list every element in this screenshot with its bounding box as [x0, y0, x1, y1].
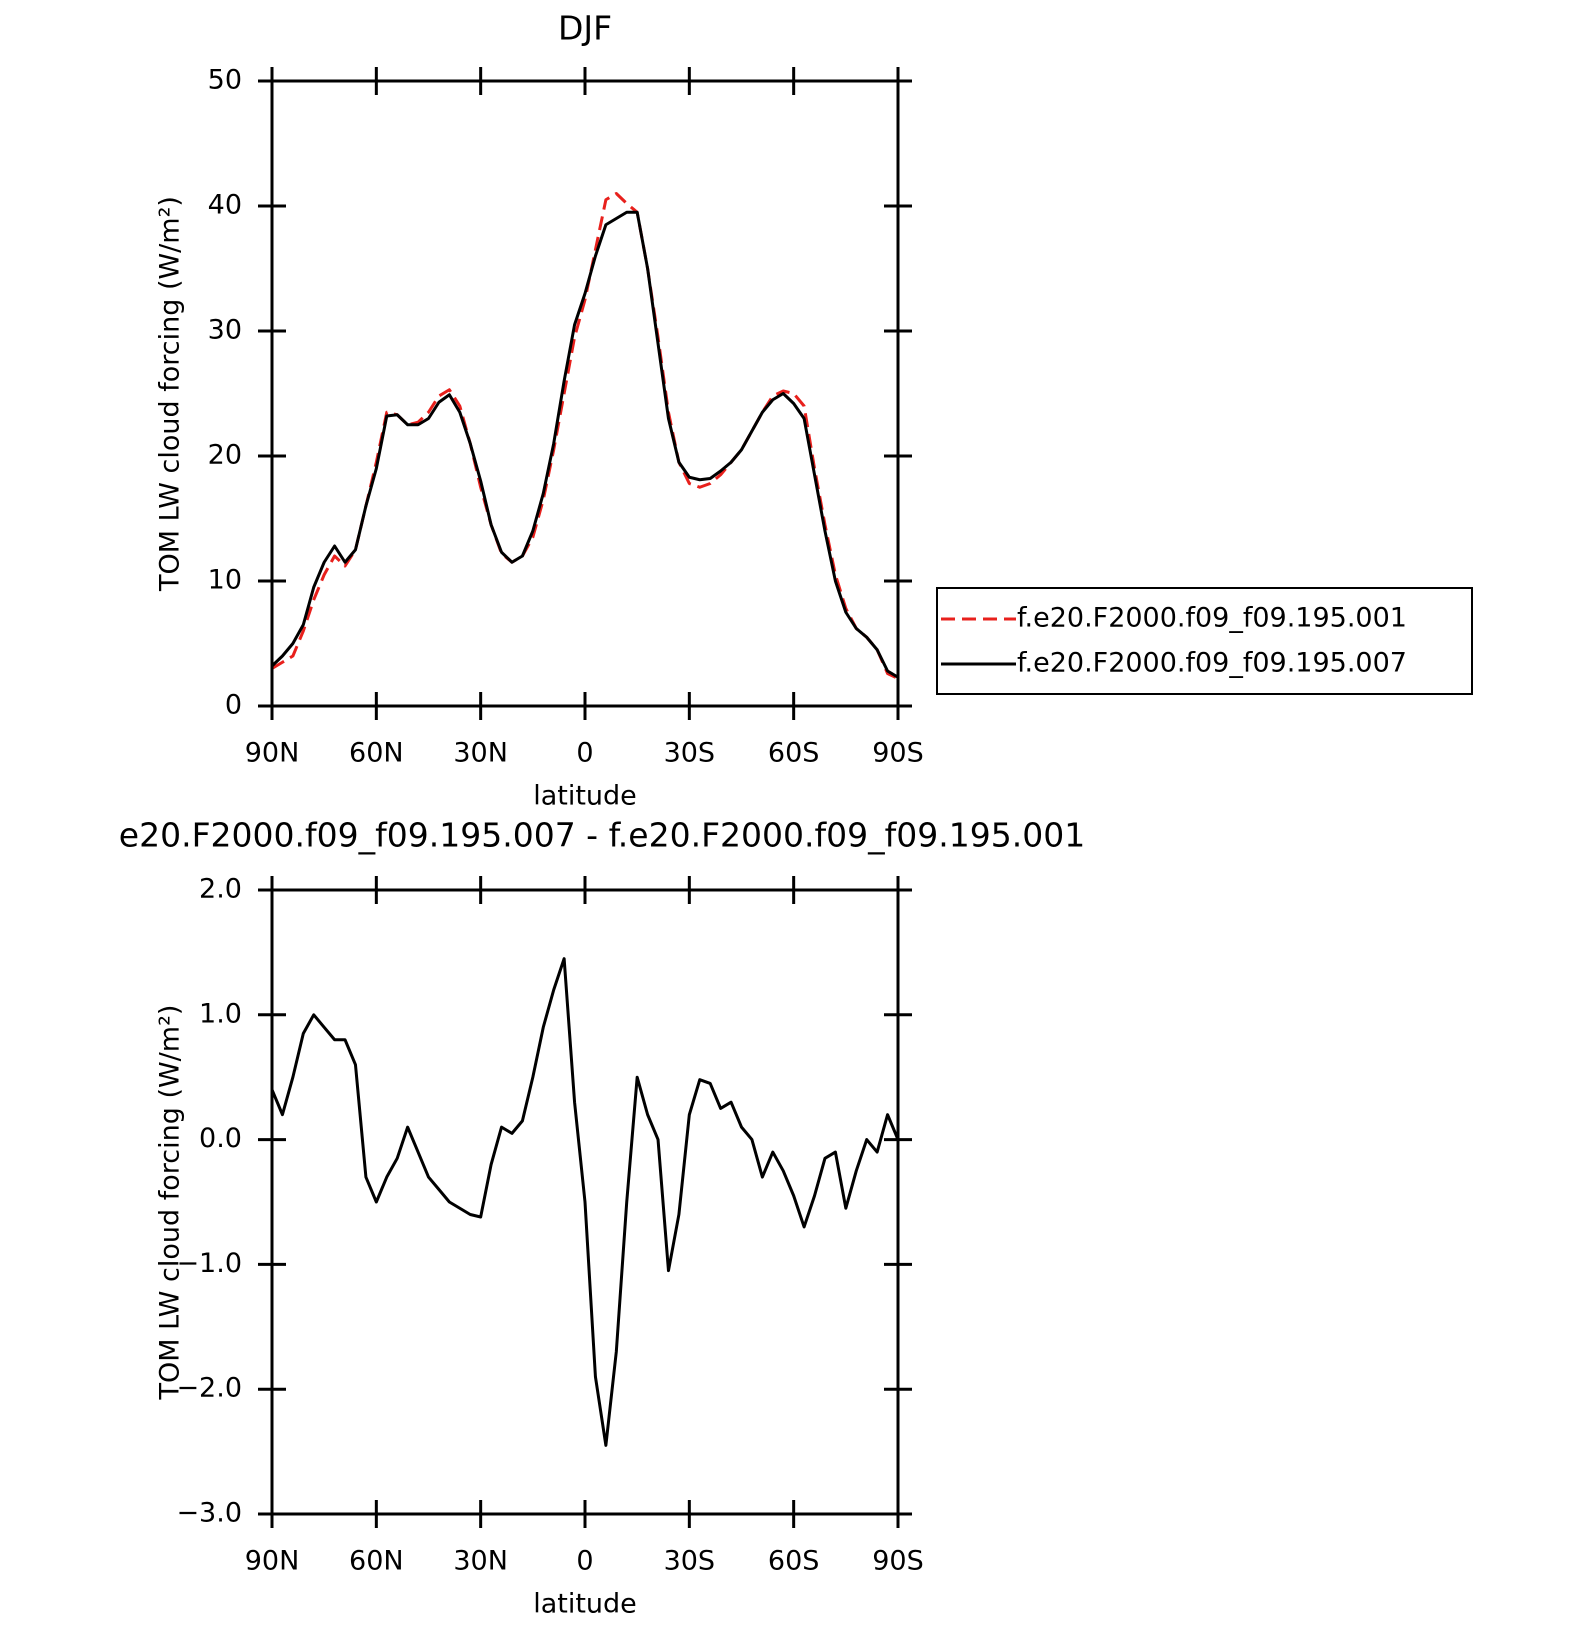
y-tick-label: 40: [208, 190, 242, 221]
x-tick-label: 60S: [768, 1546, 820, 1577]
x-tick-label: 30N: [453, 738, 508, 769]
y-tick-label: 2.0: [199, 874, 242, 905]
x-tick-label: 90N: [245, 738, 300, 769]
y-tick-label: −2.0: [176, 1373, 242, 1404]
y-axis-label: TOM LW cloud forcing (W/m²): [155, 1005, 186, 1401]
x-tick-label: 60S: [768, 738, 820, 769]
x-tick-label: 60N: [349, 1546, 404, 1577]
x-tick-label: 90S: [872, 1546, 924, 1577]
y-tick-label: 1.0: [199, 998, 242, 1029]
chart-title: e20.F2000.f09_f09.195.007 - f.e20.F2000.…: [119, 816, 1085, 855]
chart-title: DJF: [558, 9, 612, 48]
plot-frame: [270, 79, 900, 708]
y-tick-label: 10: [208, 565, 242, 596]
x-tick-label: 90N: [245, 1546, 300, 1577]
y-tick-label: 50: [208, 65, 242, 96]
x-tick-label: 0: [576, 1546, 593, 1577]
legend-box: [936, 587, 1473, 695]
y-axis-label: TOM LW cloud forcing (W/m²): [155, 196, 186, 592]
legend-label: f.e20.F2000.f09_f09.195.007: [1017, 648, 1407, 679]
x-tick-label: 60N: [349, 738, 404, 769]
x-tick-label: 0: [576, 738, 593, 769]
data-line: [271, 192, 899, 680]
data-line: [270, 957, 900, 1447]
x-tick-label: 90S: [872, 738, 924, 769]
x-axis-label: latitude: [533, 1589, 637, 1620]
x-tick-label: 30N: [453, 1546, 508, 1577]
legend-label: f.e20.F2000.f09_f09.195.001: [1017, 603, 1407, 634]
y-tick-label: 20: [208, 440, 242, 471]
x-axis-label: latitude: [533, 781, 637, 812]
y-tick-label: 0: [225, 690, 242, 721]
plot-frame: [270, 888, 900, 1516]
y-tick-label: 30: [208, 315, 242, 346]
x-tick-label: 30S: [664, 738, 716, 769]
y-tick-label: −3.0: [176, 1498, 242, 1529]
data-line: [270, 210, 899, 679]
y-tick-label: 0.0: [199, 1123, 242, 1154]
y-tick-label: −1.0: [176, 1248, 242, 1279]
x-tick-label: 30S: [664, 1546, 716, 1577]
